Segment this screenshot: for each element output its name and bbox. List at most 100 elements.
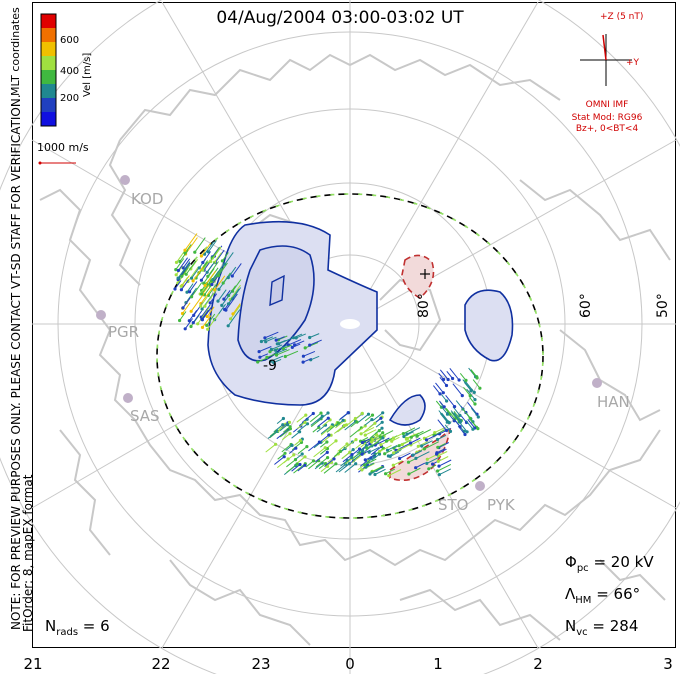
colorbar-swatch xyxy=(41,112,56,126)
velocity-vector xyxy=(285,350,299,357)
velocity-vector xyxy=(283,344,292,349)
velocity-vector xyxy=(356,445,367,454)
velocity-vector xyxy=(258,346,272,353)
velocity-vector xyxy=(438,442,450,448)
velocity-vector xyxy=(184,244,192,254)
velocity-vector xyxy=(257,357,267,363)
velocity-vector xyxy=(384,449,393,455)
velocity-vector xyxy=(177,257,189,271)
velocity-vector xyxy=(283,454,295,464)
lat-label-50: 50° xyxy=(655,293,671,318)
velocity-vector xyxy=(362,438,370,443)
colorbar-swatch xyxy=(41,28,56,42)
velocity-vector xyxy=(418,441,428,447)
velocity-vector xyxy=(293,440,301,446)
velocity-vector xyxy=(364,458,377,466)
velocity-vector xyxy=(270,355,284,362)
velocity-vector xyxy=(327,440,337,448)
velocity-vector xyxy=(468,416,479,429)
velocity-vector xyxy=(278,423,286,430)
velocity-vector xyxy=(319,448,328,455)
velocity-vector xyxy=(433,428,447,436)
velocity-vector xyxy=(437,434,447,440)
velocity-vector xyxy=(360,437,369,442)
velocity-vector xyxy=(197,307,210,325)
positive-cell-a xyxy=(401,254,435,299)
velocity-vector xyxy=(436,448,447,455)
velocity-vector xyxy=(365,454,376,461)
station-pyk: PYK xyxy=(487,496,515,514)
velocity-vector xyxy=(191,268,199,279)
velocity-vector xyxy=(470,407,479,418)
velocity-vector xyxy=(214,252,222,263)
velocity-vector xyxy=(337,443,348,452)
velocity-vector xyxy=(341,451,351,460)
mlt-tick-2: 2 xyxy=(533,655,543,673)
velocity-vector xyxy=(203,268,215,284)
velocity-vector xyxy=(320,426,332,436)
velocity-vector xyxy=(291,431,300,439)
velocity-vector xyxy=(445,394,455,407)
velocity-vector xyxy=(411,430,424,438)
colorbar-swatch xyxy=(41,42,56,56)
velocity-vector xyxy=(297,464,306,472)
velocity-vector xyxy=(437,419,447,431)
velocity-vector xyxy=(385,468,396,475)
velocity-vector xyxy=(337,424,347,433)
velocity-vector xyxy=(275,344,288,351)
velocity-vector xyxy=(277,452,286,460)
velocity-vector xyxy=(229,284,241,300)
velocity-vector xyxy=(324,458,335,467)
velocity-vector xyxy=(201,307,212,321)
velocity-vector xyxy=(438,451,448,457)
velocity-vector xyxy=(286,463,298,473)
lat-label-80: 80° xyxy=(416,293,432,318)
colorbar xyxy=(40,13,57,127)
velocity-vector xyxy=(182,302,191,314)
velocity-vector xyxy=(406,427,421,435)
velocity-vector xyxy=(211,246,221,259)
velocity-vector xyxy=(374,468,386,475)
velocity-vector xyxy=(439,369,449,380)
velocity-vector xyxy=(297,446,308,455)
velocity-vector xyxy=(180,279,190,290)
velocity-vector xyxy=(200,296,208,307)
negative-cell-core xyxy=(269,274,285,307)
dawn-cell-b xyxy=(388,394,426,426)
velocity-vector xyxy=(435,382,444,394)
velocity-vector xyxy=(180,277,189,287)
velocity-vector xyxy=(438,456,449,462)
imf-z-label: +Z (5 nT) xyxy=(600,12,644,22)
velocity-vector xyxy=(204,241,215,255)
stat-lambda-hm: ΛHM = 66° xyxy=(565,585,641,606)
velocity-vector xyxy=(214,249,225,263)
reference-vector-label: 1000 m/s xyxy=(37,141,89,154)
velocity-vector xyxy=(389,451,400,457)
velocity-vector xyxy=(441,394,447,402)
fit-order-note: FitOrder: 8, mapEX format xyxy=(21,474,35,632)
station-pgr: PGR xyxy=(108,323,140,341)
plot-frame xyxy=(32,2,676,648)
velocity-vector xyxy=(206,261,216,273)
velocity-vector xyxy=(265,443,276,453)
velocity-vector xyxy=(274,456,285,465)
velocity-vector xyxy=(403,431,414,437)
velocity-vector xyxy=(349,427,362,438)
velocity-vector xyxy=(179,311,187,321)
velocity-vector xyxy=(460,415,467,423)
velocity-vector xyxy=(364,414,373,422)
velocity-vector xyxy=(285,445,293,451)
velocity-vector xyxy=(333,425,345,434)
coordinates-note: MLT coordinates xyxy=(9,7,22,96)
velocity-vector xyxy=(297,423,308,433)
pole-cutout xyxy=(340,319,360,329)
velocity-vector xyxy=(192,266,204,282)
velocity-vector xyxy=(309,412,322,423)
velocity-vector xyxy=(292,343,301,348)
velocity-vector xyxy=(206,306,215,317)
velocity-vector xyxy=(357,425,366,432)
mlt-tick-3: 3 xyxy=(663,655,673,673)
stat-n-vc: Nvc = 284 xyxy=(565,617,639,638)
velocity-vector xyxy=(467,401,478,415)
velocity-vector xyxy=(369,466,385,475)
